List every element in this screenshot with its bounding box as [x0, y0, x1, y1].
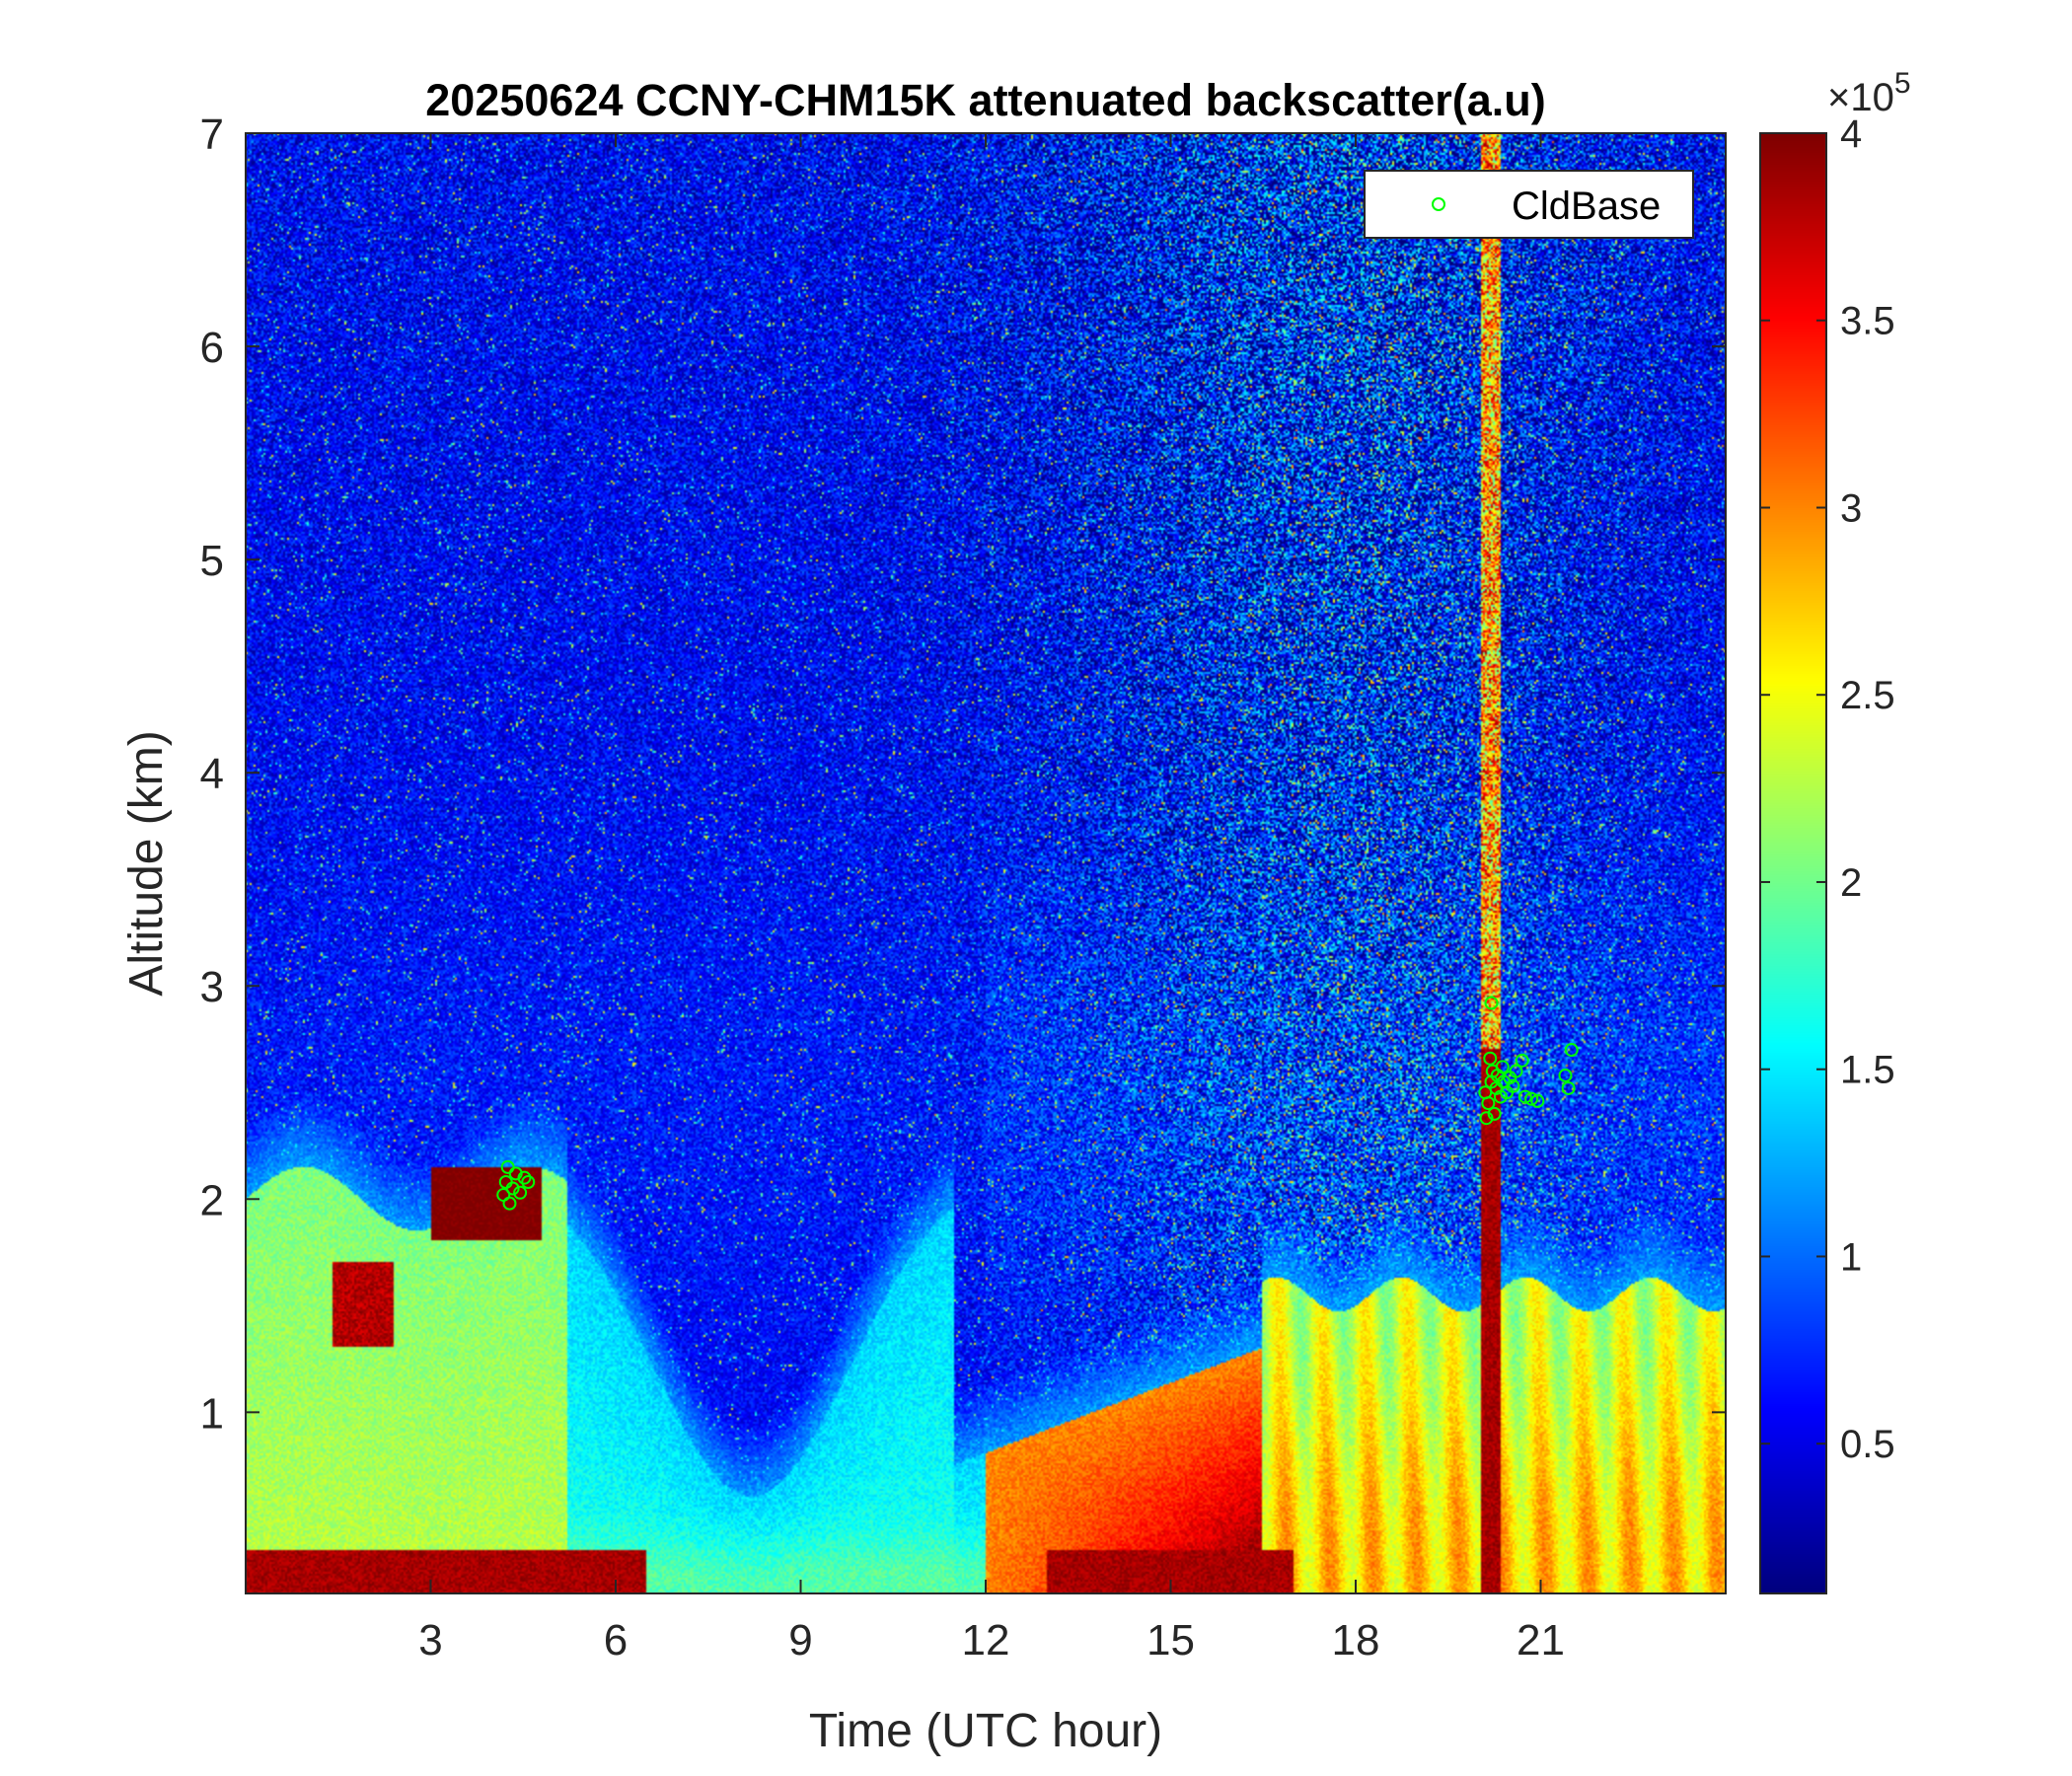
colorbar-tick-label: 2.5 — [1840, 674, 1895, 717]
y-tick-label: 5 — [200, 537, 224, 585]
cloud-base-point — [517, 1170, 532, 1185]
x-tick-label: 3 — [418, 1616, 442, 1665]
x-axis-ticks: 3 6 9 12 15 18 21 — [418, 133, 1565, 1665]
cloud-base-point — [1495, 1060, 1510, 1074]
colorbar-exponent-prefix: ×10 — [1827, 76, 1894, 119]
cloud-base-point — [1515, 1053, 1529, 1068]
cloud-base-point — [505, 1181, 520, 1196]
cloud-base-point — [1517, 1089, 1532, 1104]
backscatter-heatmap — [246, 133, 1726, 1593]
cloud-base-point — [502, 1196, 517, 1211]
y-axis-label: Altitude (km) — [120, 730, 173, 996]
y-tick-label: 2 — [200, 1176, 224, 1224]
x-tick-label: 6 — [604, 1616, 628, 1665]
y-axis-ticks: 1 2 3 4 5 6 7 — [200, 111, 1726, 1438]
cloud-base-series — [496, 996, 1579, 1211]
cloud-base-point — [500, 1159, 515, 1174]
colorbar-exponent-power: 5 — [1894, 67, 1911, 100]
y-tick-label: 3 — [200, 963, 224, 1011]
chart-title: 20250624 CCNY-CHM15K attenuated backscat… — [425, 75, 1545, 125]
colorbar-gradient — [1760, 133, 1826, 1593]
cloud-base-point — [513, 1185, 528, 1200]
y-tick-label: 7 — [200, 111, 224, 159]
legend-box — [1364, 170, 1694, 239]
y-tick-label: 6 — [200, 324, 224, 372]
cloud-base-point — [1509, 1064, 1523, 1078]
x-axis-label: Time (UTC hour) — [809, 1705, 1162, 1757]
colorbar-frame — [1759, 132, 1827, 1594]
y-tick-label: 1 — [200, 1389, 224, 1438]
cloud-base-point — [1564, 1043, 1579, 1058]
plot-frame — [245, 132, 1727, 1594]
colorbar-tick-label: 1.5 — [1840, 1049, 1895, 1092]
y-tick-label: 4 — [200, 750, 224, 798]
cloud-base-point — [1481, 1096, 1496, 1111]
legend-label-cldbase: CldBase — [1512, 185, 1661, 228]
cloud-base-point — [498, 1175, 513, 1190]
colorbar-tick-label: 4 — [1840, 112, 1862, 156]
cloud-base-point — [1558, 1068, 1573, 1082]
cloud-base-point — [1530, 1093, 1545, 1108]
legend: CldBase — [1364, 170, 1694, 239]
x-tick-label: 18 — [1332, 1616, 1380, 1665]
colorbar-tick-label: 2 — [1840, 861, 1862, 905]
x-tick-label: 15 — [1147, 1616, 1195, 1665]
colorbar-tick-label: 3 — [1840, 486, 1862, 530]
x-tick-label: 21 — [1517, 1616, 1565, 1665]
x-tick-label: 12 — [962, 1616, 1010, 1665]
colorbar-tick-label: 1 — [1840, 1235, 1862, 1279]
cloud-base-point — [1561, 1080, 1576, 1095]
cloud-base-point — [1524, 1091, 1539, 1106]
cloud-base-point — [1479, 1111, 1494, 1126]
colorbar-tick-label: 3.5 — [1840, 300, 1895, 343]
colorbar-exponent: ×105 — [1827, 67, 1911, 119]
cloud-base-point — [521, 1175, 536, 1190]
cloud-base-point — [1506, 1078, 1520, 1093]
cloud-base-point — [1484, 996, 1499, 1010]
cloud-base-point — [1487, 1106, 1502, 1121]
colorbar-tick-label: 0.5 — [1840, 1423, 1895, 1466]
x-tick-label: 9 — [788, 1616, 812, 1665]
colorbar-ticks: 0.5 1 1.5 2 2.5 3 3.5 4 — [1760, 112, 1895, 1466]
cloud-base-point — [1483, 1051, 1498, 1066]
legend-marker-cldbase — [1432, 197, 1445, 211]
